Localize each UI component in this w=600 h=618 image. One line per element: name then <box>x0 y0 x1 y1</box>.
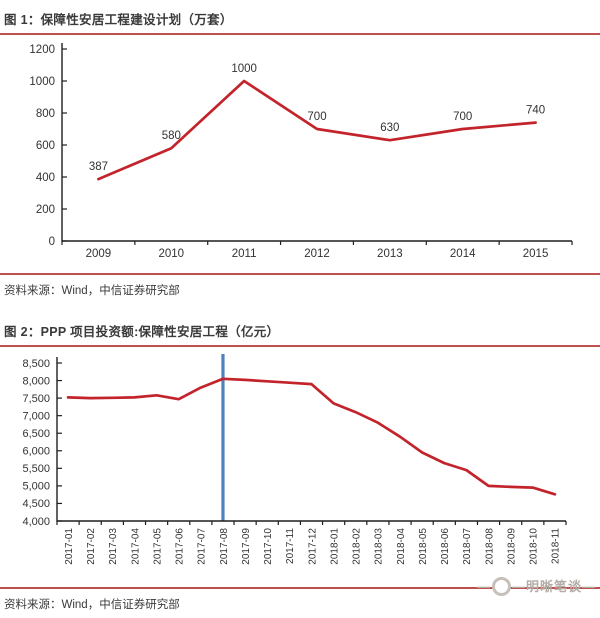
x-tick-label: 2010 <box>158 248 184 260</box>
figure-2-line-chart: 8,500 8,000 7,500 7,000 6,500 6,000 5,500 5,000… <box>22 354 567 565</box>
x-tick-label: 2017-01 <box>64 528 75 565</box>
moon-logo-icon <box>491 577 511 596</box>
figure-2-source-row: 资料来源：Wind，中信证券研究部 — — 明晰笔谈 — <box>0 577 600 612</box>
x-tick-label: 2018-07 <box>462 528 473 565</box>
x-tick-label: 2018-10 <box>529 528 540 565</box>
y-tick-label: 6,000 <box>22 446 50 458</box>
axis-lines <box>61 43 572 242</box>
point-label: 630 <box>380 122 399 134</box>
figure-2-source: 资料来源：Wind，中信证券研究部 <box>4 599 180 611</box>
y-tick-label: 4,500 <box>22 498 50 510</box>
point-label: 387 <box>89 161 108 173</box>
watermark-dash-mid: — <box>511 579 526 594</box>
point-label: 580 <box>162 130 181 142</box>
x-tick-label: 2017-05 <box>152 528 163 565</box>
axis-lines <box>56 357 566 522</box>
x-tick-label: 2017-04 <box>130 528 141 565</box>
watermark-dash-right: — <box>582 579 596 594</box>
watermark-label: 明晰笔谈 <box>525 579 582 594</box>
series-line <box>97 79 537 181</box>
y-tick-label: 8,000 <box>22 375 50 387</box>
x-tick-label: 2018-04 <box>396 528 407 565</box>
watermark-dash-left: — <box>476 579 491 594</box>
x-tick-label: 2017-11 <box>285 528 296 564</box>
figure-1-title: 图 1：保障性安居工程建设计划（万套） <box>0 0 600 35</box>
x-tick-label: 2012 <box>304 248 330 260</box>
y-tick-label: 400 <box>36 172 55 184</box>
x-tick-label: 2017-08 <box>219 528 230 565</box>
y-tick-label: 0 <box>49 236 55 248</box>
series-line <box>66 377 557 496</box>
y-tick-label: 7,500 <box>22 393 50 405</box>
x-tick-label: 2018-02 <box>352 528 363 565</box>
figure-2-title: 图 2：PPP 项目投资额:保障性安居工程（亿元） <box>0 312 600 347</box>
x-tick-label: 2018-06 <box>440 528 451 565</box>
figure-1-source: 资料来源：Wind，中信证券研究部 <box>0 273 600 298</box>
point-label: 700 <box>453 111 472 123</box>
y-tick-label: 5,500 <box>22 463 50 475</box>
x-tick-label: 2018-09 <box>507 528 518 565</box>
x-tick-label: 2013 <box>377 248 403 260</box>
x-tick-label: 2017-07 <box>197 528 208 565</box>
y-tick-label: 800 <box>36 108 55 120</box>
figure-1-block: 图 1：保障性安居工程建设计划（万套） 1200 1000 800 600 400 200… <box>0 0 600 298</box>
y-tick-label: 200 <box>36 204 55 216</box>
x-tick-label: 2018-11 <box>551 528 562 564</box>
x-tick-label: 2014 <box>450 248 476 260</box>
x-tick-label: 2015 <box>523 248 549 260</box>
point-label: 700 <box>307 111 326 123</box>
y-tick-label: 4,000 <box>22 516 50 528</box>
y-tick-label: 1200 <box>29 44 55 56</box>
figure-2-block: 图 2：PPP 项目投资额:保障性安居工程（亿元） 8,500 8,000 7,50… <box>0 312 600 612</box>
y-tick-label: 1000 <box>29 76 55 88</box>
y-tick-label: 8,500 <box>22 358 50 370</box>
x-tick-label: 2017-09 <box>241 528 252 565</box>
x-tick-label: 2017-06 <box>175 528 186 565</box>
x-tick-label: 2018-01 <box>329 528 340 565</box>
figure-1-line-chart: 1200 1000 800 600 400 200 0 2009 2010 2011 2012 201… <box>29 43 573 260</box>
x-tick-label: 2018-03 <box>374 528 385 565</box>
point-label: 1000 <box>231 63 257 75</box>
y-tick-label: 5,000 <box>22 481 50 493</box>
x-tick-label: 2018-05 <box>418 528 429 565</box>
point-label: 740 <box>526 105 545 117</box>
x-tick-label: 2018-08 <box>484 528 495 565</box>
x-tick-label: 2017-10 <box>263 528 274 565</box>
x-tick-label: 2011 <box>232 248 257 260</box>
x-tick-label: 2017-12 <box>307 528 318 565</box>
x-tick-label: 2017-02 <box>86 528 97 565</box>
y-tick-label: 600 <box>36 140 55 152</box>
x-tick-label: 2009 <box>86 248 112 260</box>
y-tick-label: 7,000 <box>22 410 50 422</box>
watermark: — — 明晰笔谈 — <box>477 577 596 596</box>
x-tick-label: 2017-03 <box>108 528 119 565</box>
y-tick-label: 6,500 <box>22 428 50 440</box>
